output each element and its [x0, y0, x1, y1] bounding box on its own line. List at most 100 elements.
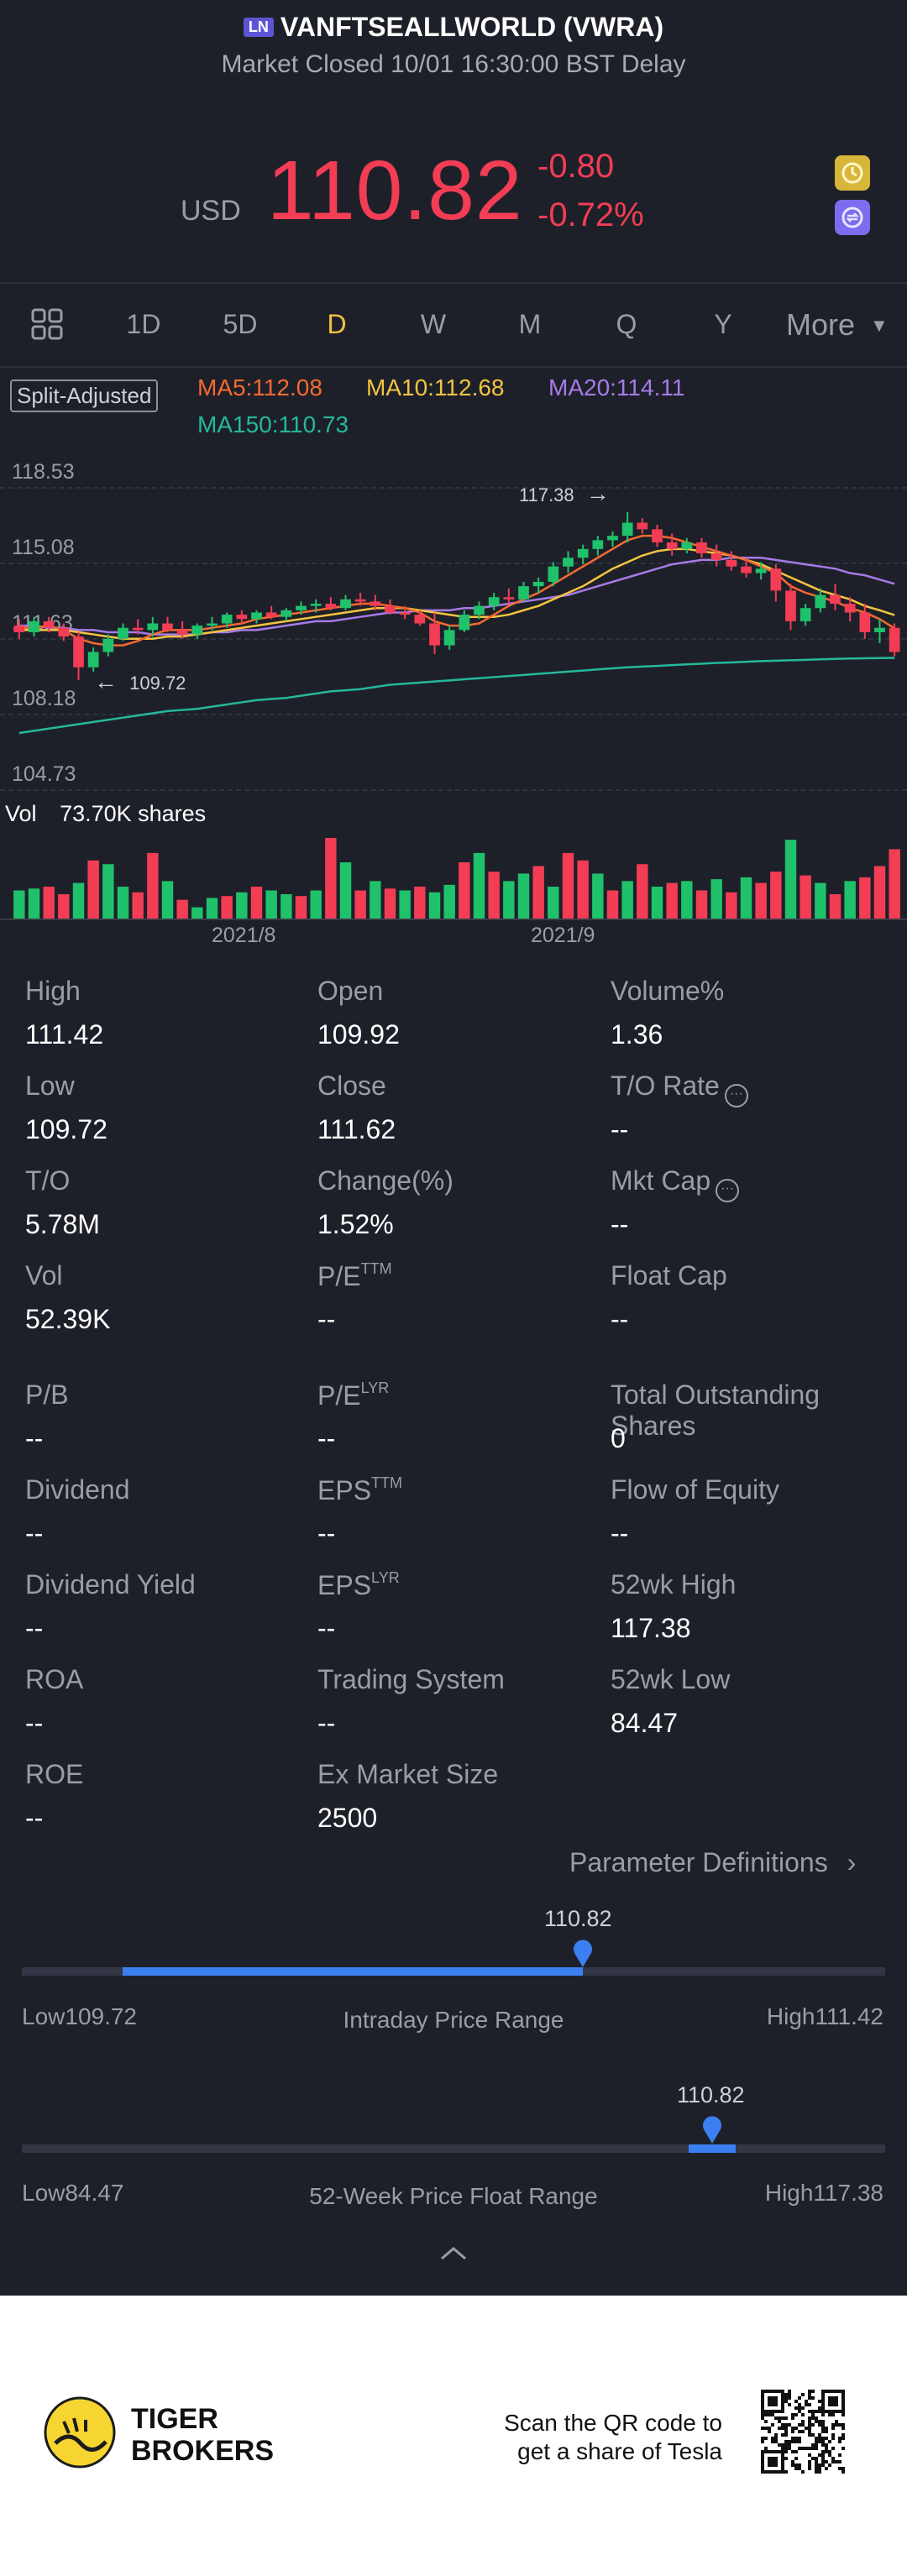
volume-bar	[695, 890, 708, 919]
volume-bar	[370, 881, 381, 919]
tab-daily[interactable]: D	[327, 309, 347, 339]
stat-label: Trading System	[317, 1664, 505, 1695]
volume-bar	[532, 866, 544, 919]
stat-label-text: P/B	[25, 1380, 69, 1410]
volume-bar	[710, 879, 722, 919]
candle-body	[207, 623, 218, 626]
stat-value: --	[317, 1708, 336, 1738]
stat-label-text: Trading System	[317, 1664, 505, 1694]
week52-range-fill	[689, 2144, 737, 2153]
qr-code-icon[interactable]	[761, 2390, 845, 2474]
stat-value: --	[317, 1304, 336, 1334]
candle-body	[280, 610, 292, 617]
split-adjusted-toggle[interactable]: Split-Adjusted	[10, 380, 159, 412]
volume-bar	[414, 887, 426, 919]
price-change-percent: -0.72%	[537, 196, 644, 233]
parameter-definitions-link[interactable]: Parameter Definitions ›	[569, 1847, 856, 1878]
volume-bar	[548, 887, 559, 919]
tab-weekly[interactable]: W	[420, 309, 447, 339]
candlestick-chart[interactable]	[0, 453, 907, 789]
collapse-chevron-icon[interactable]	[438, 2240, 469, 2269]
stat-value: --	[317, 1423, 336, 1453]
candle-body	[147, 623, 159, 631]
tab-5d[interactable]: 5D	[223, 309, 258, 339]
stat-label-text: 52wk Low	[611, 1664, 731, 1694]
candle-body	[191, 626, 203, 635]
divider	[0, 919, 907, 920]
candle-body	[13, 626, 25, 632]
gridline	[0, 714, 907, 715]
chevron-right-icon: ›	[847, 1847, 857, 1877]
stat-label: P/B	[25, 1380, 69, 1411]
intraday-current-value: 110.82	[544, 1906, 612, 1931]
stat-value: 5.78M	[25, 1209, 100, 1239]
volume-bar	[132, 892, 144, 919]
candle-body	[325, 604, 337, 609]
tab-quarterly[interactable]: Q	[616, 309, 637, 339]
stat-label-text: P/E	[317, 1261, 361, 1291]
arrow-right-icon: →	[585, 480, 610, 506]
stat-value: --	[25, 1518, 44, 1548]
promo-footer: TIGER BROKERS Scan the QR code to get a …	[0, 2296, 907, 2576]
stat-value: 0	[611, 1423, 626, 1453]
candle-body	[58, 627, 70, 637]
clock-icon[interactable]	[835, 155, 870, 191]
stat-label: Dividend Yield	[25, 1569, 196, 1600]
ma150-label: MA150:110.73	[197, 411, 349, 437]
stat-value: 1.36	[611, 1019, 663, 1050]
volume-bar	[295, 896, 307, 919]
volume-bar	[280, 893, 292, 919]
high-marker-value: 117.38	[519, 484, 574, 505]
stat-label: Open	[317, 976, 383, 1007]
stat-value: 111.62	[317, 1114, 396, 1144]
volume-bar	[236, 892, 248, 919]
volume-bar	[221, 896, 233, 919]
tab-more[interactable]: More ▼	[786, 307, 889, 343]
stat-value: 117.38	[611, 1613, 691, 1643]
grid-layout-icon[interactable]	[30, 307, 64, 345]
volume-bar	[13, 890, 25, 919]
stat-value: --	[25, 1708, 44, 1738]
candle-body	[741, 566, 752, 573]
candle-body	[459, 615, 470, 631]
info-icon[interactable]: ···	[724, 1084, 748, 1107]
volume-bar	[873, 866, 886, 919]
candle-body	[755, 568, 767, 573]
volume-bar	[459, 862, 470, 919]
candle-body	[844, 604, 856, 613]
candle-body	[577, 548, 589, 558]
tab-monthly[interactable]: M	[518, 309, 542, 339]
stock-title: VANFTSEALLWORLD (VWRA)	[280, 12, 664, 42]
volume-bar	[473, 852, 485, 919]
stat-label-text: Mkt Cap	[611, 1165, 711, 1196]
info-icon[interactable]: ···	[716, 1179, 740, 1202]
stat-label-superscript: TTM	[360, 1260, 392, 1277]
candle-body	[726, 559, 737, 567]
stat-label-text: ROA	[25, 1664, 84, 1694]
candle-body	[87, 652, 99, 668]
candle-body	[43, 620, 55, 628]
volume-bar	[784, 840, 797, 919]
stat-value: 109.72	[25, 1114, 107, 1144]
stat-label: Change(%)	[317, 1165, 454, 1196]
divider	[0, 366, 907, 368]
volume-bar	[517, 873, 530, 919]
tab-1d[interactable]: 1D	[126, 309, 161, 339]
candle-body	[503, 597, 515, 599]
candle-body	[340, 599, 351, 609]
volume-bar	[740, 877, 752, 919]
ma20-line	[18, 557, 895, 636]
stat-value: --	[317, 1518, 336, 1548]
tab-yearly[interactable]: Y	[714, 309, 732, 339]
x-tick-label: 2021/8	[212, 924, 276, 947]
volume-bar	[503, 881, 515, 919]
volume-bar	[844, 881, 856, 919]
vol-value: 73.70K shares	[60, 801, 207, 826]
gridline	[0, 789, 907, 791]
compare-icon[interactable]	[835, 200, 870, 235]
volume-bar	[889, 849, 900, 919]
brand-line1: TIGER	[131, 2403, 218, 2435]
candle-body	[102, 638, 114, 652]
stat-label-text: Dividend Yield	[25, 1569, 196, 1600]
stat-label: EPSLYR	[317, 1569, 400, 1601]
